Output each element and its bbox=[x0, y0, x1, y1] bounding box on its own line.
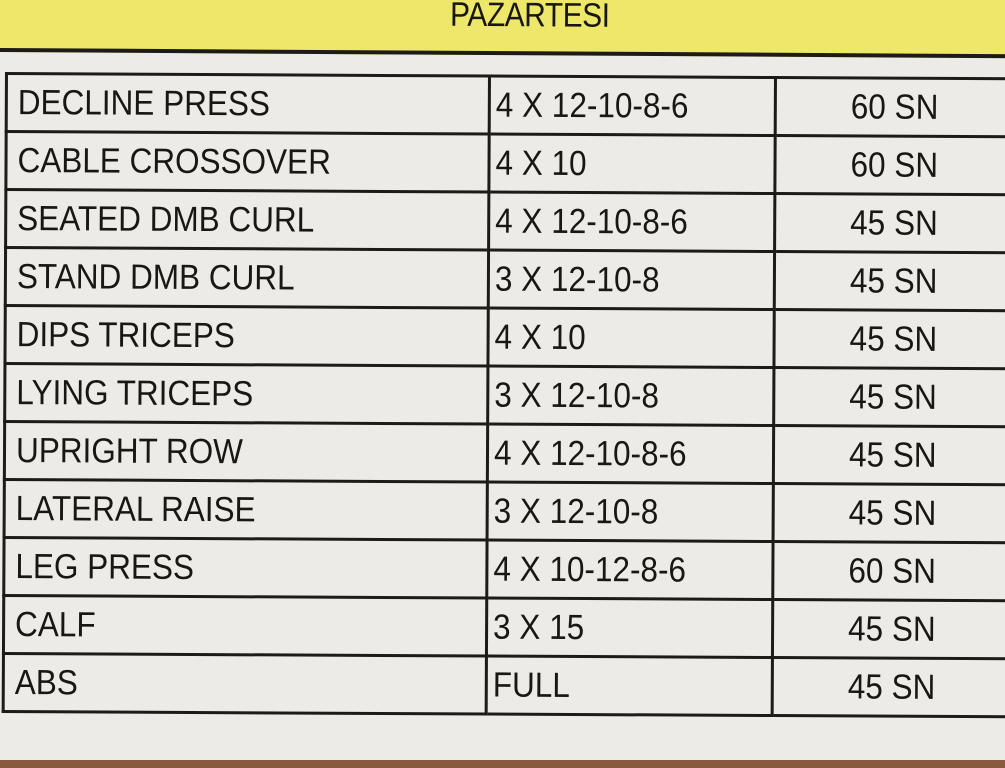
exercise-cell: DIPS TRICEPS bbox=[4, 305, 489, 367]
exercise-cell-text: CABLE CROSSOVER bbox=[17, 140, 331, 182]
sets-cell: 4 X 10 bbox=[487, 308, 775, 368]
sets-cell-text: 4 X 12-10-8-6 bbox=[493, 433, 687, 474]
sets-cell: 4 X 12-10-8-6 bbox=[489, 76, 776, 136]
rest-cell: 45 SN bbox=[773, 425, 1005, 485]
exercise-cell: LYING TRICEPS bbox=[4, 363, 488, 425]
table-row: CABLE CROSSOVER 4 X 10 60 SN bbox=[5, 131, 1005, 195]
rest-cell-text: 45 SN bbox=[847, 608, 936, 649]
table-row: CALF 3 X 15 45 SN bbox=[3, 595, 1005, 659]
exercise-cell-text: DIPS TRICEPS bbox=[16, 314, 235, 355]
rest-cell: 45 SN bbox=[772, 599, 1005, 659]
sets-cell: 4 X 12-10-8-6 bbox=[488, 192, 775, 252]
exercise-cell-text: DECLINE PRESS bbox=[17, 82, 271, 123]
table-row: LYING TRICEPS 3 X 12-10-8 45 SN bbox=[4, 363, 1005, 427]
rest-cell-text: 60 SN bbox=[850, 144, 939, 185]
rest-cell-text: 45 SN bbox=[848, 434, 937, 475]
table-row: DECLINE PRESS 4 X 12-10-8-6 60 SN bbox=[6, 73, 1005, 137]
exercise-cell-text: LATERAL RAISE bbox=[15, 488, 256, 529]
exercise-cell: LEG PRESS bbox=[3, 537, 488, 599]
sets-cell: 3 X 12-10-8 bbox=[488, 250, 775, 310]
table-row: UPRIGHT ROW 4 X 12-10-8-6 45 SN bbox=[4, 421, 1005, 485]
sets-cell-text: 3 X 12-10-8 bbox=[493, 491, 659, 531]
sets-cell-text: 4 X 10 bbox=[494, 317, 586, 357]
rest-cell: 45 SN bbox=[774, 251, 1005, 311]
rest-cell-text: 60 SN bbox=[848, 550, 937, 591]
table-row: DIPS TRICEPS 4 X 10 45 SN bbox=[4, 305, 1005, 369]
rest-cell: 60 SN bbox=[775, 77, 1005, 137]
rest-cell: 60 SN bbox=[774, 135, 1005, 195]
table-row: ABS FULL 45 SN bbox=[3, 653, 1005, 717]
workout-table: DECLINE PRESS 4 X 12-10-8-6 60 SN CABLE CRO… bbox=[2, 72, 1005, 718]
sets-cell: 4 X 12-10-8-6 bbox=[487, 424, 774, 484]
rest-cell: 60 SN bbox=[772, 541, 1005, 601]
rest-cell: 45 SN bbox=[774, 193, 1005, 253]
exercise-cell: SEATED DMB CURL bbox=[5, 189, 489, 251]
sets-cell-text: 4 X 10-12-8-6 bbox=[493, 549, 687, 590]
sets-cell: 4 X 10-12-8-6 bbox=[486, 540, 774, 600]
table-row: LATERAL RAISE 3 X 12-10-8 45 SN bbox=[4, 479, 1005, 543]
table-row: LEG PRESS 4 X 10-12-8-6 60 SN bbox=[3, 537, 1005, 601]
sets-cell: 3 X 12-10-8 bbox=[487, 482, 774, 542]
rest-cell: 45 SN bbox=[773, 309, 1005, 369]
rest-cell-text: 45 SN bbox=[849, 260, 938, 301]
table-surface bbox=[0, 760, 1005, 768]
exercise-cell-text: CALF bbox=[15, 604, 96, 644]
rest-cell-text: 45 SN bbox=[850, 202, 938, 243]
sets-cell: 4 X 10 bbox=[488, 134, 776, 194]
rest-cell: 45 SN bbox=[772, 657, 1005, 717]
rest-cell: 45 SN bbox=[773, 483, 1005, 543]
table-row: SEATED DMB CURL 4 X 12-10-8-6 45 SN bbox=[5, 189, 1005, 253]
sets-cell-text: 4 X 12-10-8-6 bbox=[495, 201, 688, 242]
exercise-cell: CALF bbox=[3, 595, 487, 657]
exercise-cell: DECLINE PRESS bbox=[6, 73, 490, 135]
rest-cell: 45 SN bbox=[773, 367, 1005, 427]
exercise-cell: STAND DMB CURL bbox=[5, 247, 489, 309]
table-row: STAND DMB CURL 3 X 12-10-8 45 SN bbox=[5, 247, 1005, 311]
rest-cell-text: 45 SN bbox=[849, 318, 938, 359]
exercise-cell-text: UPRIGHT ROW bbox=[15, 430, 244, 471]
exercise-cell: UPRIGHT ROW bbox=[4, 421, 488, 483]
exercise-cell-text: LYING TRICEPS bbox=[16, 372, 254, 413]
sets-cell-text: 4 X 12-10-8-6 bbox=[495, 85, 689, 126]
sets-cell: FULL bbox=[486, 656, 773, 716]
rest-cell-text: 45 SN bbox=[848, 492, 937, 533]
sets-cell: 3 X 12-10-8 bbox=[487, 366, 774, 426]
day-banner: PAZARTESI bbox=[0, 0, 1005, 59]
exercise-cell-text: LEG PRESS bbox=[15, 546, 195, 587]
sets-cell-text: 3 X 12-10-8 bbox=[494, 375, 660, 415]
exercise-cell: CABLE CROSSOVER bbox=[5, 131, 490, 193]
sets-cell-text: 3 X 15 bbox=[493, 607, 585, 647]
sets-cell-text: 4 X 10 bbox=[495, 143, 587, 183]
exercise-cell: ABS bbox=[3, 653, 487, 715]
rest-cell-text: 60 SN bbox=[850, 86, 939, 127]
sets-cell: 3 X 15 bbox=[486, 598, 773, 658]
exercise-cell-text: STAND DMB CURL bbox=[16, 256, 295, 298]
sets-cell-text: FULL bbox=[492, 665, 570, 705]
rest-cell-text: 45 SN bbox=[847, 666, 936, 707]
exercise-cell: LATERAL RAISE bbox=[4, 479, 488, 541]
sets-cell-text: 3 X 12-10-8 bbox=[494, 259, 660, 299]
day-title: PAZARTESI bbox=[449, 0, 610, 35]
rest-cell-text: 45 SN bbox=[849, 376, 937, 417]
exercise-cell-text: ABS bbox=[14, 662, 78, 702]
exercise-cell-text: SEATED DMB CURL bbox=[17, 198, 315, 240]
